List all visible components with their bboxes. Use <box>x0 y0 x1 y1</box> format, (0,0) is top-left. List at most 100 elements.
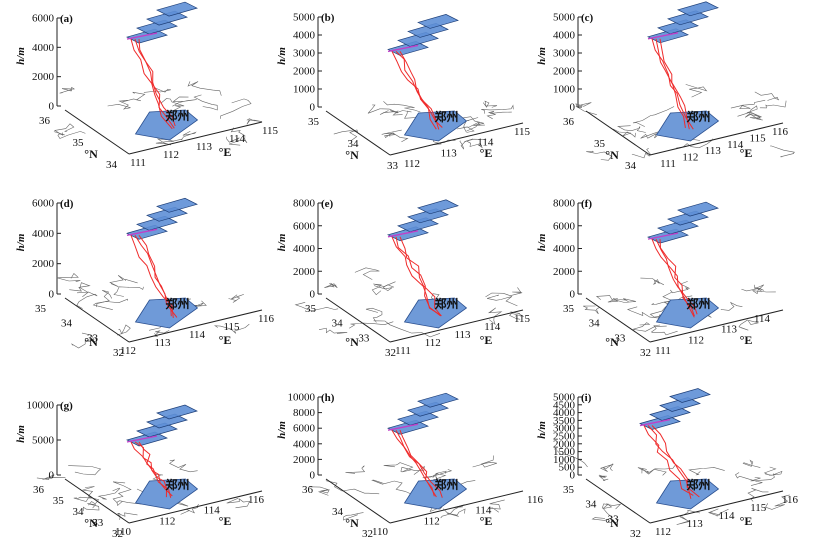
y-axis-label: °N <box>345 148 359 162</box>
x-axis-line <box>389 309 524 343</box>
map-boundary <box>650 324 678 336</box>
trajectory-overlap <box>387 44 419 53</box>
z-tick-label: 1500 <box>553 446 576 458</box>
map-boundary <box>160 98 185 111</box>
y-tick-label: 36 <box>563 116 575 128</box>
x-tick-label: 110 <box>115 526 132 538</box>
x-tick-label: 113 <box>154 337 171 349</box>
map-boundary <box>626 306 664 320</box>
z-tick-label: 4000 <box>293 243 316 255</box>
z-axis-label: h/m <box>536 47 548 65</box>
z-tick-label: 4000 <box>32 228 55 240</box>
map-boundary <box>735 472 763 486</box>
y-tick-label: 33 <box>387 160 399 172</box>
map-boundary <box>383 101 421 113</box>
city-label: 郑州 <box>686 109 710 124</box>
x-axis-label: °E <box>480 514 493 528</box>
map-boundary <box>487 294 518 307</box>
panel-label: (d) <box>60 198 74 210</box>
map-boundary <box>333 129 358 142</box>
x-tick-label: 114 <box>727 139 744 151</box>
z-tick-label: 1000 <box>293 84 316 96</box>
x-tick-label: 112 <box>120 345 136 357</box>
z-tick-label: 5000 <box>293 12 316 24</box>
map-boundary <box>459 138 487 150</box>
map-boundary <box>59 86 75 94</box>
z-tick-label: 0 <box>49 470 55 482</box>
panel-i: 0500100015002000250030003500400045005000… <box>536 388 799 540</box>
city-label: 郑州 <box>686 296 710 311</box>
map-boundary <box>464 138 483 149</box>
map-boundary <box>76 291 98 309</box>
trajectory-track <box>651 238 695 318</box>
x-axis-label: °E <box>219 333 232 347</box>
x-axis-label: °E <box>480 333 493 347</box>
y-tick-label: 36 <box>302 484 314 496</box>
map-boundary <box>373 320 441 338</box>
x-tick-label: 112 <box>425 337 441 349</box>
x-axis-line <box>649 490 784 524</box>
x-axis-label: °E <box>740 333 753 347</box>
y-axis-label: °N <box>84 335 98 349</box>
z-tick-label: 8000 <box>293 407 316 419</box>
x-tick-label: 113 <box>687 518 704 530</box>
map-boundary <box>433 470 447 480</box>
x-axis-line <box>128 121 263 155</box>
map-boundary <box>400 465 425 475</box>
x-tick-label: 112 <box>159 515 175 527</box>
panel-label: (h) <box>321 392 335 404</box>
map-boundary <box>595 295 626 301</box>
map-boundary <box>379 110 403 116</box>
map-boundary <box>187 81 222 96</box>
panel-label: (c) <box>581 12 594 24</box>
z-tick-label: 0 <box>570 102 576 114</box>
trajectory-overlap <box>647 32 679 40</box>
z-tick-label: 3000 <box>293 48 316 60</box>
x-axis-line <box>389 122 524 156</box>
z-tick-label: 6000 <box>32 198 55 210</box>
map-boundary <box>591 503 613 521</box>
panel-g: 0 5000 10000 h/m (g) 36 35 34 33 32 °N 110 112 114 116… <box>15 400 265 541</box>
y-tick-label: 34 <box>589 318 601 330</box>
y-axis-label: °N <box>345 516 359 530</box>
map-boundary <box>649 306 667 319</box>
x-tick-label: 114 <box>204 505 221 517</box>
x-axis-line <box>649 122 784 156</box>
z-axis-label: h/m <box>15 425 27 443</box>
map-boundary <box>383 462 414 473</box>
z-tick-label: 500 <box>559 462 576 474</box>
y-tick-label: 32 <box>385 347 396 359</box>
x-tick-label: 115 <box>514 126 531 138</box>
y-tick-label: 35 <box>594 138 606 150</box>
x-tick-label: 113 <box>721 324 738 336</box>
y-axis-line <box>325 297 391 343</box>
trajectory-level <box>417 199 459 215</box>
map-boundary <box>487 307 503 326</box>
x-axis-label: °E <box>480 146 493 160</box>
panel-d: 0 2000 4000 6000 h/m (d) 35 34 33 32 °N 112 113 114 11… <box>15 198 275 360</box>
city-label: 郑州 <box>686 477 710 492</box>
y-axis-label: °N <box>84 147 98 161</box>
x-tick-label: 113 <box>196 141 213 153</box>
z-tick-label: 4000 <box>553 243 576 255</box>
y-tick-label: 34 <box>332 318 344 330</box>
y-axis-label: °N <box>605 148 619 162</box>
trajectory-track <box>659 239 695 317</box>
map-boundary <box>226 498 251 509</box>
trajectory-level <box>156 1 198 17</box>
trajectory-track <box>395 51 440 130</box>
z-tick-label: 0 <box>570 289 576 301</box>
z-tick-label: 1000 <box>553 84 576 96</box>
y-tick-label: 32 <box>362 528 373 540</box>
y-tick-label: 33 <box>87 332 99 344</box>
z-axis-label: h/m <box>536 233 548 251</box>
z-axis-label: h/m <box>276 47 288 65</box>
trajectory-track <box>134 235 178 318</box>
y-tick-label: 35 <box>73 137 85 149</box>
y-tick-label: 36 <box>33 484 45 496</box>
x-axis-label: °E <box>219 514 232 528</box>
map-boundary <box>381 129 409 143</box>
map-boundary <box>373 284 395 292</box>
map-boundary <box>96 290 113 308</box>
y-axis-line <box>325 110 391 156</box>
